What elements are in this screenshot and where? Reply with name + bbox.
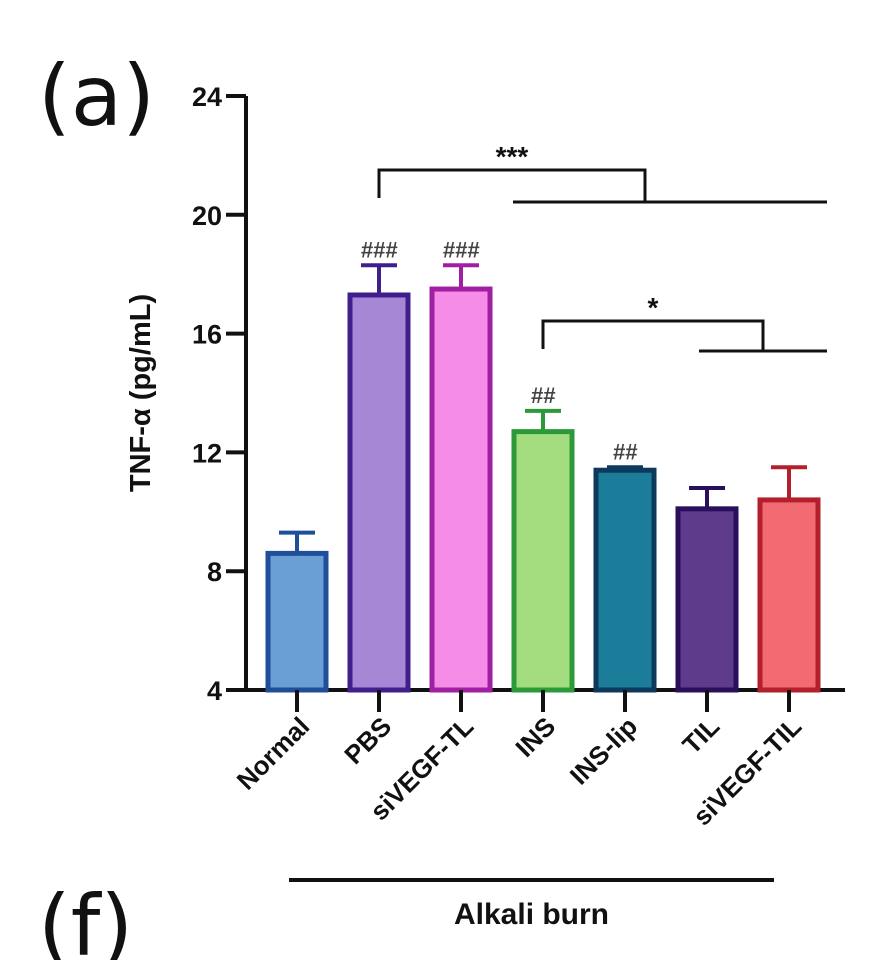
- y-tick-label: 16: [192, 320, 222, 350]
- group-label: Alkali burn: [454, 898, 609, 931]
- bracket-2: [541, 319, 765, 351]
- significance-marker: ###: [361, 237, 398, 262]
- bar-INS: [511, 429, 575, 693]
- y-tick-label: 20: [192, 201, 222, 231]
- bar-siVEGF-TIL: [757, 497, 821, 693]
- y-tick-label: 12: [192, 438, 222, 468]
- y-axis-title: TNF-α (pg/mL): [125, 294, 157, 492]
- bar-siVEGF-TL: [429, 286, 493, 693]
- y-tick-label: 8: [207, 557, 222, 587]
- y-tick-label: 24: [192, 82, 222, 112]
- bracket-1: [377, 168, 647, 202]
- bracket-label: *: [648, 292, 659, 323]
- x-tick-label: PBS: [338, 711, 397, 770]
- significance-marker: ##: [613, 439, 638, 464]
- bars: ### #######: [265, 237, 821, 693]
- panel-label-f: (f): [38, 877, 133, 960]
- bar-Normal: [265, 550, 329, 693]
- significance-brackets: ****: [377, 141, 827, 353]
- significance-marker: ###: [443, 237, 480, 262]
- panel-label-a: (a): [38, 47, 155, 145]
- bar-TIL: [675, 506, 739, 693]
- bracket-label: ***: [496, 141, 529, 172]
- y-tick-label: 4: [207, 676, 222, 706]
- significance-marker: ##: [531, 383, 556, 408]
- x-tick-label: INS-lip: [564, 711, 643, 790]
- bar-INS-lip: [593, 467, 657, 693]
- x-tick-label: Normal: [231, 711, 316, 796]
- x-tick-label: TIL: [676, 711, 725, 760]
- y-ticks: 4 8 12 16 20 24: [192, 82, 246, 706]
- bar-PBS: [347, 292, 411, 693]
- x-tick-label: INS: [509, 711, 561, 763]
